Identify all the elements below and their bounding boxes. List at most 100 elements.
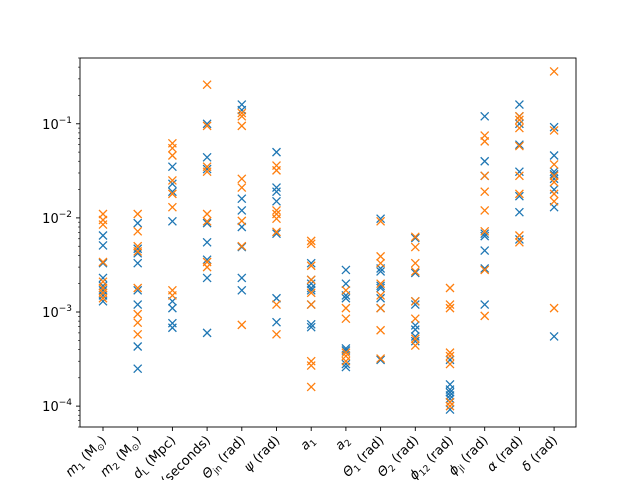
data-point-series1-7-4 xyxy=(341,343,351,353)
data-point-series1-5-5 xyxy=(272,293,281,303)
data-point-series2-7-2 xyxy=(341,314,351,324)
data-point-series2-0-4 xyxy=(98,277,108,287)
data-point-series2-12-2 xyxy=(514,123,524,133)
data-point-series2-3-0 xyxy=(202,80,212,90)
data-point-series1-11-6 xyxy=(480,264,490,273)
data-point-series2-13-0 xyxy=(549,66,559,76)
data-point-series1-8-7 xyxy=(376,355,386,365)
data-point-series1-0-3 xyxy=(98,273,108,283)
data-point-series1-8-0 xyxy=(376,214,386,224)
y-axis-ticks: 10−4 10−3 10−2 10−1 xyxy=(42,57,80,428)
data-point-series2-5-7 xyxy=(272,329,281,339)
data-point-series2-7-0 xyxy=(341,285,351,295)
data-point-series2-11-1 xyxy=(480,136,490,146)
data-point-series2-8-7 xyxy=(376,354,386,364)
data-point-series1-0-0 xyxy=(98,231,108,240)
data-point-series2-6-8 xyxy=(306,382,316,392)
data-point-series2-8-0 xyxy=(376,216,386,226)
data-point-series2-3-3 xyxy=(202,167,212,177)
data-point-series2-10-5 xyxy=(445,359,455,369)
data-point-series2-12-0 xyxy=(514,111,524,121)
data-point-series1-3-0 xyxy=(202,119,212,129)
data-point-series1-0-1 xyxy=(98,240,108,250)
data-point-series2-9-3 xyxy=(410,266,420,276)
data-point-series1-8-4 xyxy=(376,283,386,293)
data-point-series2-4-2 xyxy=(237,121,247,131)
data-point-series1-7-1 xyxy=(341,279,351,289)
x-tick-label-6: a1 xyxy=(298,433,320,455)
data-point-series2-9-2 xyxy=(410,258,420,268)
data-point-series1-5-0 xyxy=(272,147,281,157)
data-point-series1-1-0 xyxy=(133,218,143,228)
data-point-series2-0-7 xyxy=(98,293,108,303)
data-point-series1-6-0 xyxy=(306,258,316,268)
data-point-series2-11-2 xyxy=(480,171,490,181)
data-point-series1-12-2 xyxy=(514,119,524,129)
data-point-series2-5-6 xyxy=(272,300,281,310)
x-axis-ticks: m1 (M⊙)m2 (M⊙)dL (Mpc)tc (seconds)Θjn (r… xyxy=(63,427,561,480)
data-point-series2-5-5 xyxy=(272,227,281,237)
data-point-series2-11-4 xyxy=(480,205,490,215)
data-point-series1-2-1 xyxy=(167,179,177,189)
data-point-series1-9-3 xyxy=(410,300,420,310)
data-point-series2-8-6 xyxy=(376,325,386,335)
data-point-series1-3-7 xyxy=(202,328,212,338)
data-point-series2-0-3 xyxy=(98,257,108,267)
data-point-series1-7-3 xyxy=(341,293,351,303)
data-point-series1-12-6 xyxy=(514,207,524,217)
data-point-series2-1-1 xyxy=(133,226,143,236)
data-point-series1-7-6 xyxy=(341,359,351,369)
data-point-series1-5-3 xyxy=(272,196,281,206)
data-point-series1-2-5 xyxy=(167,303,177,313)
data-point-series2-12-6 xyxy=(514,231,524,240)
x-tick-label-5: ψ (rad) xyxy=(241,433,283,475)
data-point-series1-10-0 xyxy=(445,355,455,365)
data-point-series2-10-6 xyxy=(445,397,455,407)
data-point-series1-3-1 xyxy=(202,152,212,162)
data-point-series1-4-2 xyxy=(237,194,247,204)
data-point-series2-0-1 xyxy=(98,215,108,225)
data-point-series1-11-5 xyxy=(480,246,490,255)
data-point-series1-1-2 xyxy=(133,248,143,258)
data-point-series1-3-6 xyxy=(202,273,212,283)
data-point-series1-5-2 xyxy=(272,187,281,197)
data-point-series2-1-7 xyxy=(133,329,143,339)
data-point-series2-13-5 xyxy=(549,189,559,199)
data-point-series2-12-4 xyxy=(514,171,524,181)
data-point-series1-8-3 xyxy=(376,281,386,291)
data-point-series2-13-2 xyxy=(549,159,559,169)
data-point-series2-6-2 xyxy=(306,261,316,271)
data-point-series1-12-7 xyxy=(514,235,524,244)
data-point-series2-7-5 xyxy=(341,356,351,366)
data-point-series2-11-3 xyxy=(480,187,490,197)
data-point-series1-9-0 xyxy=(410,233,420,243)
data-point-series1-5-6 xyxy=(272,317,281,327)
data-point-series2-7-3 xyxy=(341,348,351,358)
data-point-series1-2-7 xyxy=(167,323,177,333)
data-point-series2-6-4 xyxy=(306,288,316,298)
data-point-series1-10-4 xyxy=(445,390,455,400)
data-point-series1-1-4 xyxy=(133,285,143,295)
data-point-series1-10-5 xyxy=(445,394,455,404)
x-tick-label-7: a2 xyxy=(332,433,354,455)
data-point-series1-10-3 xyxy=(445,387,455,397)
data-point-series2-1-5 xyxy=(133,309,143,319)
plot-frame xyxy=(79,57,577,428)
data-point-series1-3-3 xyxy=(202,218,212,228)
data-point-series2-6-7 xyxy=(306,361,316,370)
data-point-series2-6-1 xyxy=(306,239,316,249)
x-tick-label-12: α (rad) xyxy=(484,433,526,475)
data-point-series1-4-1 xyxy=(237,105,247,115)
data-point-series2-10-2 xyxy=(445,303,455,313)
data-point-series1-13-0 xyxy=(549,122,559,132)
data-point-series2-4-6 xyxy=(237,241,247,251)
data-point-series1-3-4 xyxy=(202,237,212,247)
y-tick-label-1: 10−3 xyxy=(42,304,72,321)
data-point-series2-13-3 xyxy=(549,171,559,181)
data-point-series2-9-0 xyxy=(410,232,420,242)
data-point-series2-4-3 xyxy=(237,174,247,184)
data-point-series1-13-7 xyxy=(549,331,559,341)
data-point-series1-6-6 xyxy=(306,319,316,329)
data-point-series1-3-2 xyxy=(202,164,212,174)
